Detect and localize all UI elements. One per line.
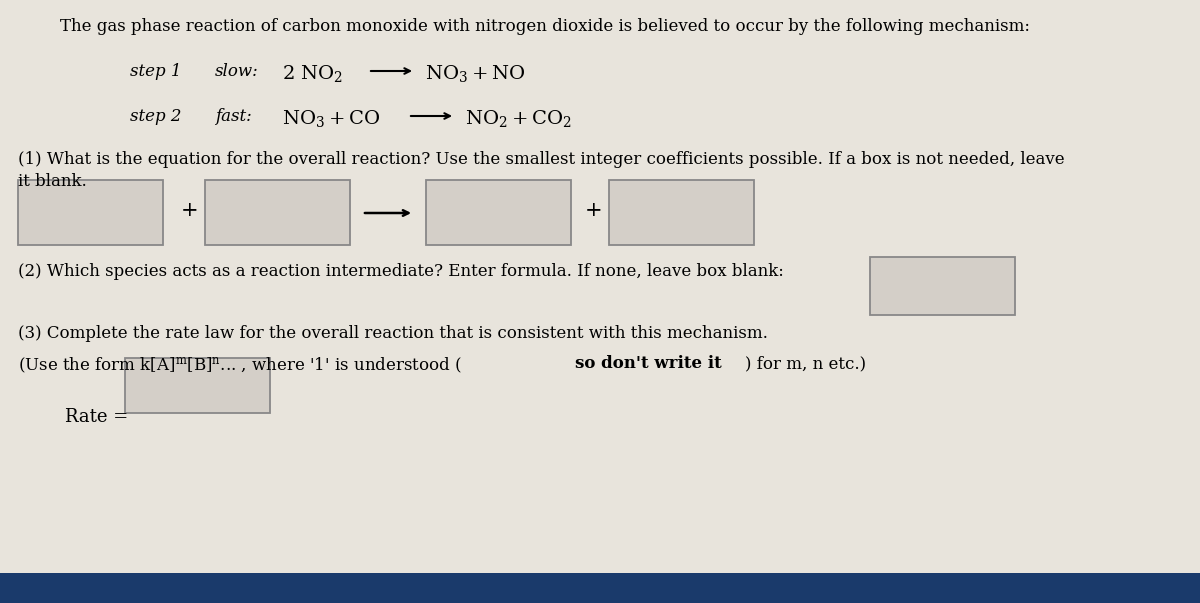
- Bar: [125, 358, 270, 413]
- Bar: [870, 257, 1015, 315]
- Text: +: +: [181, 201, 199, 219]
- Text: $\mathregular{NO_2 + CO_2}$: $\mathregular{NO_2 + CO_2}$: [466, 108, 571, 129]
- Text: step 2: step 2: [130, 108, 181, 125]
- Text: step 1: step 1: [130, 63, 181, 80]
- Bar: [0, 573, 1200, 603]
- Text: so don't write it: so don't write it: [575, 355, 721, 372]
- Text: $\mathregular{NO_3 + CO}$: $\mathregular{NO_3 + CO}$: [282, 108, 380, 129]
- Text: (2) Which species acts as a reaction intermediate? Enter formula. If none, leave: (2) Which species acts as a reaction int…: [18, 263, 784, 280]
- Text: fast:: fast:: [215, 108, 252, 125]
- Text: (3) Complete the rate law for the overall reaction that is consistent with this : (3) Complete the rate law for the overal…: [18, 325, 768, 342]
- Text: (1) What is the equation for the overall reaction? Use the smallest integer coef: (1) What is the equation for the overall…: [18, 151, 1064, 168]
- Text: $\mathregular{NO_3 + NO}$: $\mathregular{NO_3 + NO}$: [425, 63, 526, 84]
- Text: slow:: slow:: [215, 63, 259, 80]
- Text: Rate =: Rate =: [65, 408, 128, 426]
- Text: $\mathregular{2\ NO_2}$: $\mathregular{2\ NO_2}$: [282, 63, 343, 84]
- Text: (Use the form $\mathregular{k[A]^m[B]^n}$... , where '1' is understood (: (Use the form $\mathregular{k[A]^m[B]^n}…: [18, 355, 462, 375]
- Text: +: +: [586, 201, 602, 219]
- Text: it blank.: it blank.: [18, 173, 86, 190]
- Bar: [610, 180, 754, 245]
- Text: The gas phase reaction of carbon monoxide with nitrogen dioxide is believed to o: The gas phase reaction of carbon monoxid…: [60, 18, 1030, 35]
- Bar: [18, 180, 163, 245]
- Text: ) for m, n etc.): ) for m, n etc.): [745, 355, 866, 372]
- Bar: [426, 180, 571, 245]
- Bar: [205, 180, 350, 245]
